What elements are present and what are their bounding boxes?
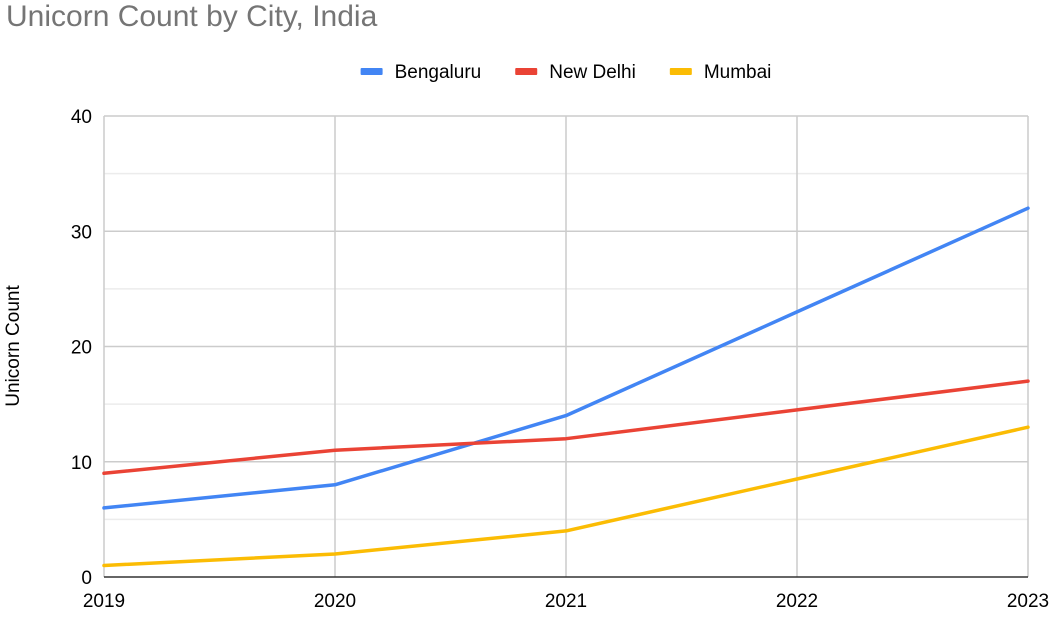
- legend-swatch: [360, 68, 383, 75]
- legend-label: Mumbai: [704, 62, 772, 83]
- legend-item-bengaluru[interactable]: Bengaluru: [360, 62, 482, 83]
- x-tick-label: 2023: [1007, 591, 1049, 612]
- legend: Bengaluru New Delhi Mumbai: [360, 62, 772, 83]
- legend-swatch: [515, 68, 538, 75]
- x-tick-label: 2021: [545, 591, 587, 612]
- y-tick-label: 30: [71, 222, 92, 243]
- chart-title: Unicorn Count by City, India: [6, 0, 378, 33]
- legend-item-mumbai[interactable]: Mumbai: [669, 62, 772, 83]
- series-line-new-delhi: [102, 379, 1030, 476]
- series-line-mumbai: [102, 425, 1030, 568]
- series-lines: [102, 206, 1030, 568]
- y-tick-label: 10: [71, 453, 92, 474]
- legend-swatch: [669, 68, 692, 75]
- x-tick-label: 2022: [776, 591, 818, 612]
- series-line-bengaluru: [102, 206, 1030, 510]
- legend-label: Bengaluru: [395, 62, 482, 83]
- x-axis-ticks: 2019 2020 2021 2022 2023: [83, 591, 1049, 612]
- y-tick-label: 0: [81, 568, 92, 589]
- legend-label: New Delhi: [549, 62, 636, 83]
- y-tick-label: 20: [71, 338, 92, 359]
- major-gridlines: [103, 115, 1029, 578]
- y-tick-label: 40: [71, 107, 92, 128]
- legend-item-new-delhi[interactable]: New Delhi: [515, 62, 636, 83]
- y-axis-title: Unicorn Count: [3, 285, 24, 407]
- y-axis-ticks: 0 10 20 30 40: [71, 107, 92, 589]
- x-tick-label: 2019: [83, 591, 125, 612]
- x-tick-label: 2020: [314, 591, 356, 612]
